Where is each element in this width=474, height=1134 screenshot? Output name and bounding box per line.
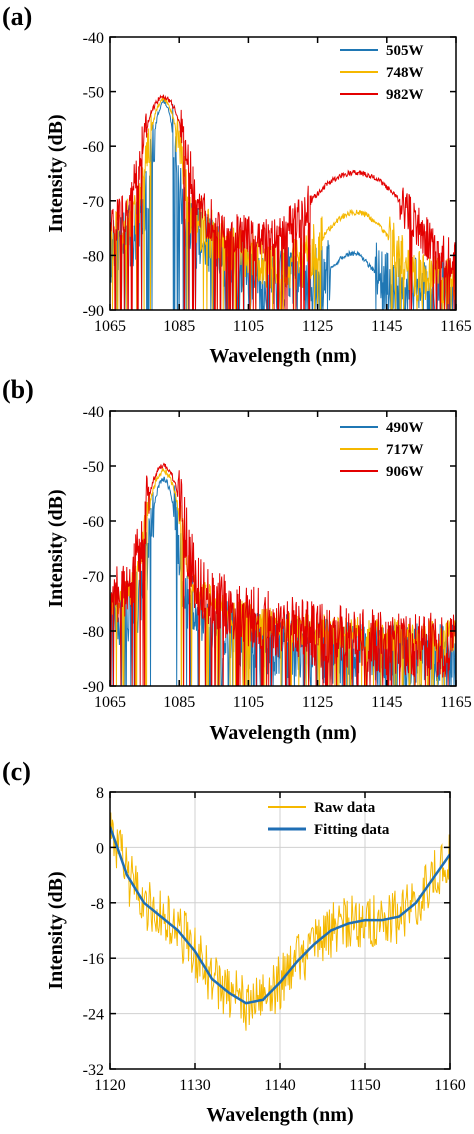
series-line-490w	[110, 476, 456, 686]
x-axis-title: Wavelength (nm)	[209, 345, 356, 367]
y-tick-label: -32	[83, 1062, 104, 1079]
x-tick-label: 1125	[302, 318, 333, 335]
x-tick-label: 1085	[163, 694, 195, 711]
x-tick-label: 1140	[264, 1077, 295, 1094]
legend-label: 748W	[386, 65, 424, 81]
legend-label: Raw data	[314, 800, 376, 816]
series-line-982w	[110, 94, 456, 310]
panel-label: (a)	[2, 2, 32, 31]
y-tick-label: -80	[83, 248, 104, 265]
x-tick-label: 1065	[94, 694, 126, 711]
panel-label: (c)	[2, 757, 31, 786]
y-tick-label: -60	[83, 514, 104, 531]
x-tick-label: 1145	[371, 694, 402, 711]
panel-label: (b)	[2, 375, 34, 404]
x-tick-label: 1165	[440, 694, 471, 711]
y-axis-title: Intensity (dB)	[45, 489, 67, 607]
series-line-906w	[110, 462, 456, 686]
y-tick-label: -40	[83, 404, 104, 421]
plot-frame	[109, 36, 457, 311]
y-tick-label: -80	[83, 624, 104, 641]
y-tick-label: 8	[96, 785, 104, 802]
y-tick-label: -50	[83, 459, 104, 476]
x-tick-label: 1130	[179, 1077, 210, 1094]
y-tick-label: -90	[83, 679, 104, 696]
x-axis-title: Wavelength (nm)	[206, 1104, 353, 1126]
y-tick-label: -70	[83, 569, 104, 586]
legend-label: 982W	[386, 87, 424, 103]
plot-area	[110, 94, 456, 310]
x-tick-label: 1145	[371, 318, 402, 335]
legend-label: 906W	[386, 464, 424, 480]
x-tick-label: 1120	[94, 1077, 125, 1094]
y-tick-label: -8	[91, 896, 104, 913]
y-tick-label: -24	[83, 1007, 104, 1024]
legend-label: 717W	[386, 442, 424, 458]
x-tick-label: 1165	[440, 318, 471, 335]
legend-label: Fitting data	[314, 822, 390, 838]
x-axis-title: Wavelength (nm)	[209, 722, 356, 744]
plot-area	[110, 462, 456, 686]
x-tick-label: 1085	[163, 318, 195, 335]
x-tick-label: 1105	[233, 694, 264, 711]
legend-label: 505W	[386, 43, 424, 59]
y-tick-label: 0	[96, 840, 104, 857]
plot-area	[110, 812, 450, 1031]
legend-label: 490W	[386, 420, 424, 436]
y-axis-title: Intensity (dB)	[45, 871, 67, 989]
x-tick-label: 1125	[302, 694, 333, 711]
y-tick-label: -60	[83, 139, 104, 156]
series-line-fitting-data	[110, 826, 450, 1005]
y-tick-label: -70	[83, 194, 104, 211]
y-tick-label: -50	[83, 85, 104, 102]
y-tick-label: -16	[83, 951, 104, 968]
y-tick-label: -90	[83, 303, 104, 320]
y-tick-label: -40	[83, 30, 104, 47]
plot-frame	[109, 410, 457, 687]
x-tick-label: 1065	[94, 318, 126, 335]
y-axis-title: Intensity (dB)	[45, 114, 67, 232]
x-tick-label: 1150	[349, 1077, 380, 1094]
x-tick-label: 1160	[434, 1077, 465, 1094]
x-tick-label: 1105	[233, 318, 264, 335]
